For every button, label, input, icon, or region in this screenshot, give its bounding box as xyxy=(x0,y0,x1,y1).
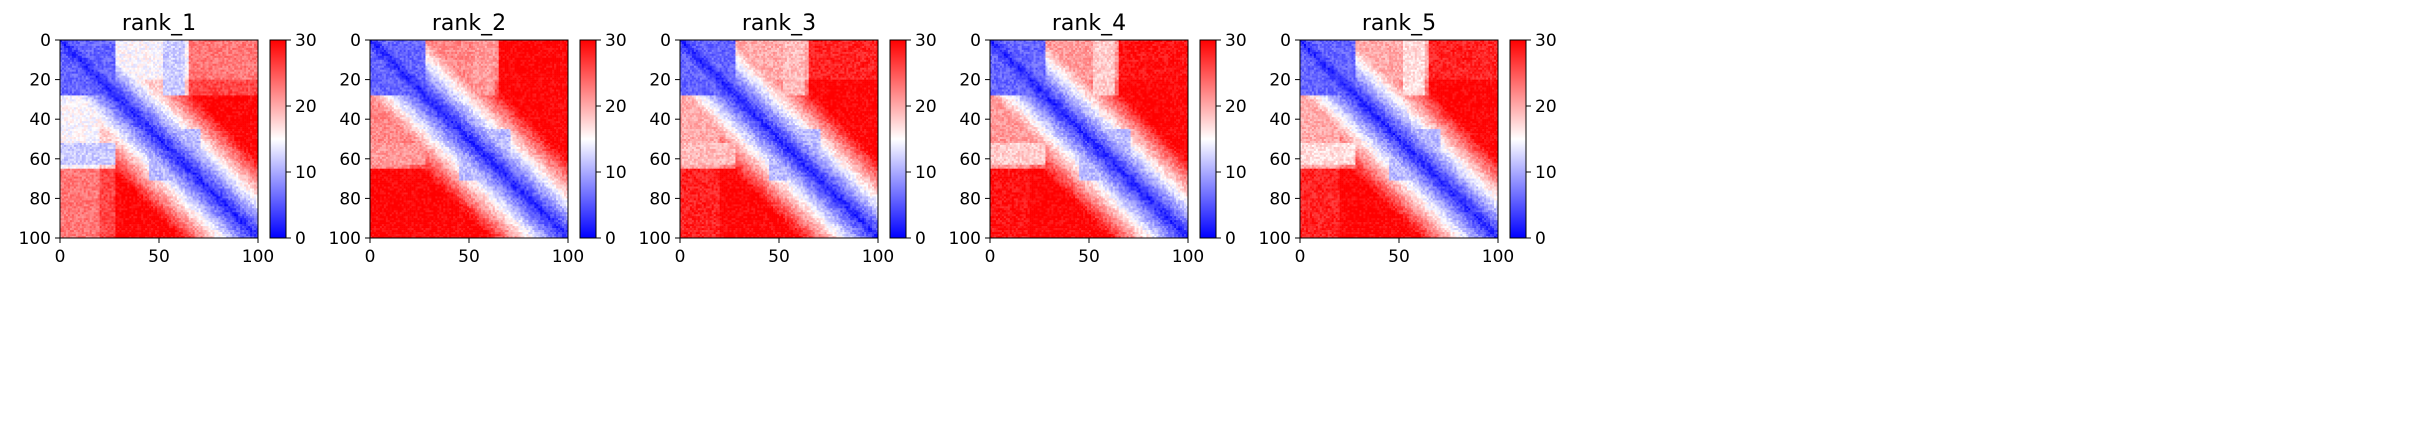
x-tick-label: 100 xyxy=(242,247,274,267)
y-tick-label: 100 xyxy=(949,229,981,249)
colorbar-tick-label: 30 xyxy=(1225,31,1247,51)
y-tick-label: 40 xyxy=(29,110,51,130)
y-tick-label: 40 xyxy=(339,110,361,130)
x-tick-label: 100 xyxy=(1172,247,1204,267)
y-tick-label: 60 xyxy=(649,150,671,170)
heatmap-cells xyxy=(370,40,569,239)
colorbar-tick-label: 10 xyxy=(915,163,937,183)
subplot-title: rank_4 xyxy=(1052,11,1126,36)
y-tick-label: 20 xyxy=(29,71,51,91)
x-tick-label: 0 xyxy=(55,247,66,267)
y-tick-label: 60 xyxy=(959,150,981,170)
x-tick-label: 50 xyxy=(768,247,790,267)
colorbar-tick-label: 20 xyxy=(605,97,627,117)
colorbar-tick-label: 10 xyxy=(1535,163,1557,183)
colorbar-tick-label: 0 xyxy=(915,229,926,249)
y-tick-label: 0 xyxy=(1280,31,1291,51)
x-tick-label: 50 xyxy=(458,247,480,267)
heatmap-cells xyxy=(60,40,259,239)
x-tick-label: 100 xyxy=(552,247,584,267)
y-tick-label: 60 xyxy=(1269,150,1291,170)
colorbar-tick-label: 0 xyxy=(605,229,616,249)
x-tick-label: 0 xyxy=(675,247,686,267)
subplot-title: rank_5 xyxy=(1362,11,1436,36)
heatmap-cells xyxy=(1300,40,1499,239)
y-tick-label: 0 xyxy=(350,31,361,51)
colorbar-tick-label: 20 xyxy=(295,97,317,117)
y-tick-label: 60 xyxy=(29,150,51,170)
x-tick-label: 0 xyxy=(365,247,376,267)
colorbar-tick-label: 20 xyxy=(1535,97,1557,117)
colorbar-tick-label: 20 xyxy=(915,97,937,117)
y-tick-label: 20 xyxy=(649,71,671,91)
y-tick-label: 100 xyxy=(329,229,361,249)
x-tick-label: 100 xyxy=(862,247,894,267)
y-tick-label: 100 xyxy=(19,229,51,249)
colorbar-tick-label: 10 xyxy=(1225,163,1247,183)
heatmap-cells xyxy=(680,40,879,239)
colorbar xyxy=(889,39,907,239)
colorbar xyxy=(579,39,597,239)
x-tick-label: 50 xyxy=(148,247,170,267)
colorbar-tick-label: 30 xyxy=(295,31,317,51)
y-tick-label: 80 xyxy=(959,189,981,209)
subplot-title: rank_2 xyxy=(432,11,506,36)
y-tick-label: 60 xyxy=(339,150,361,170)
y-tick-label: 20 xyxy=(339,71,361,91)
colorbar-tick-label: 0 xyxy=(1535,229,1546,249)
y-tick-label: 80 xyxy=(649,189,671,209)
x-tick-label: 0 xyxy=(1295,247,1306,267)
colorbar-tick-label: 30 xyxy=(915,31,937,51)
subplot-title: rank_1 xyxy=(122,11,196,36)
y-tick-label: 20 xyxy=(1269,71,1291,91)
colorbar-tick-label: 30 xyxy=(1535,31,1557,51)
y-tick-label: 80 xyxy=(339,189,361,209)
y-tick-label: 20 xyxy=(959,71,981,91)
y-tick-label: 100 xyxy=(639,229,671,249)
colorbar-tick-label: 20 xyxy=(1225,97,1247,117)
y-tick-label: 100 xyxy=(1259,229,1291,249)
subplot-title: rank_3 xyxy=(742,11,816,36)
colorbar xyxy=(1199,39,1217,239)
heatmap-cells xyxy=(990,40,1189,239)
x-tick-label: 50 xyxy=(1078,247,1100,267)
x-tick-label: 0 xyxy=(985,247,996,267)
y-tick-label: 40 xyxy=(959,110,981,130)
x-tick-label: 100 xyxy=(1482,247,1514,267)
y-tick-label: 80 xyxy=(1269,189,1291,209)
colorbar-tick-label: 0 xyxy=(295,229,306,249)
x-tick-label: 50 xyxy=(1388,247,1410,267)
y-tick-label: 40 xyxy=(649,110,671,130)
colorbar xyxy=(269,39,287,239)
colorbar-tick-label: 10 xyxy=(295,163,317,183)
y-tick-label: 0 xyxy=(660,31,671,51)
y-tick-label: 80 xyxy=(29,189,51,209)
colorbar-tick-label: 0 xyxy=(1225,229,1236,249)
y-tick-label: 0 xyxy=(40,31,51,51)
colorbar-tick-label: 30 xyxy=(605,31,627,51)
colorbar-tick-label: 10 xyxy=(605,163,627,183)
y-tick-label: 40 xyxy=(1269,110,1291,130)
y-tick-label: 0 xyxy=(970,31,981,51)
colorbar xyxy=(1509,39,1527,239)
